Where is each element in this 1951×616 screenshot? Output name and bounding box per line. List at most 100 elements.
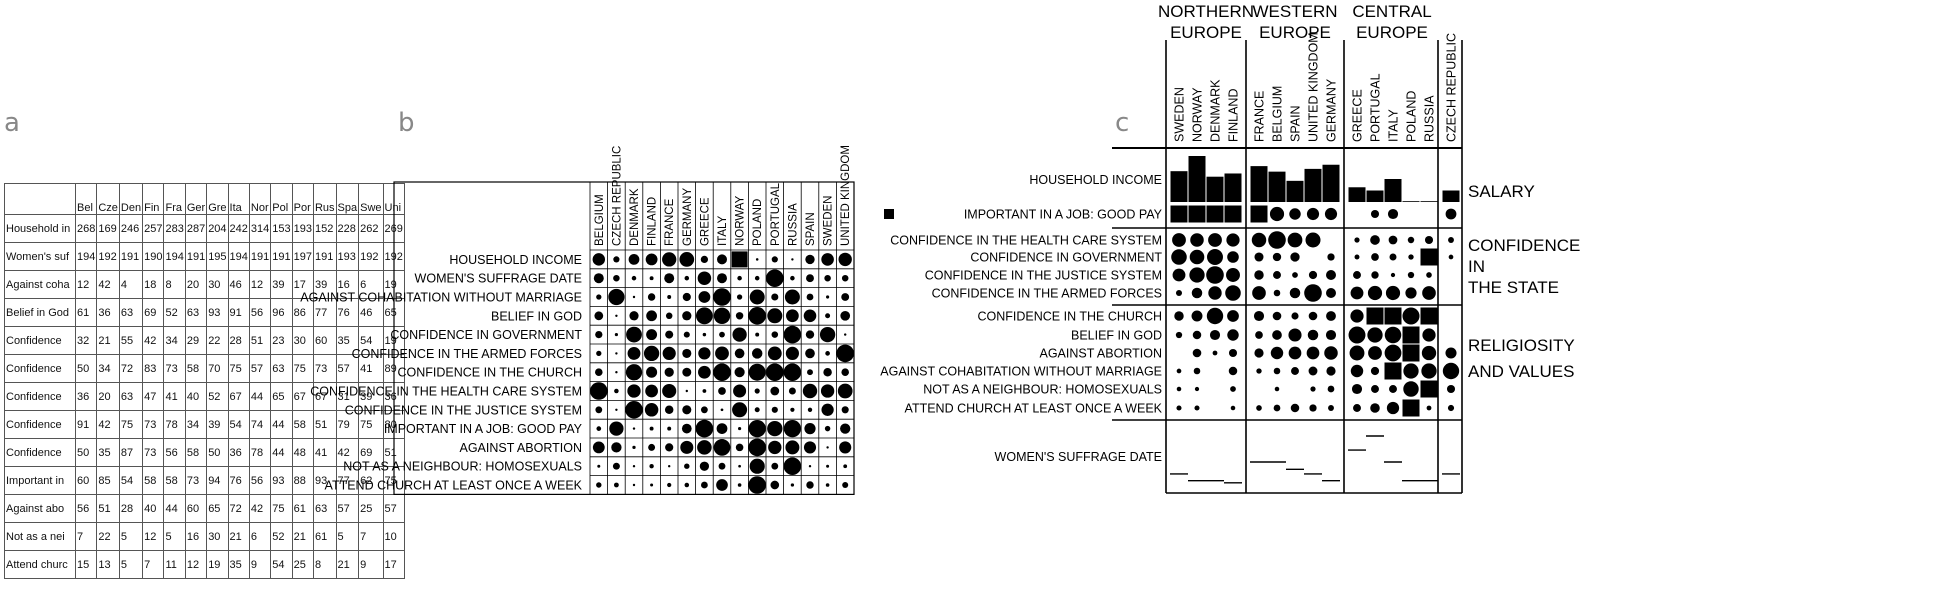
data-dot (841, 368, 849, 376)
table-cell: 83 (142, 354, 165, 383)
table-cell: 50 (74, 354, 98, 383)
data-dot (682, 367, 692, 377)
data-dot (680, 440, 694, 454)
data-bar (1366, 190, 1384, 202)
table-cell: 191 (118, 242, 144, 271)
table-cell: 268 (74, 214, 98, 243)
data-dot (1403, 363, 1419, 379)
section-label: AND VALUES (1468, 362, 1574, 381)
column-label: SPAIN (805, 212, 817, 246)
data-dot (1403, 381, 1419, 397)
group-label: EUROPE (1259, 23, 1331, 42)
table-row: Attend churc 15 13 5 7 11 12 19 35 9 54 25 8 21 9 17 (4, 550, 405, 579)
table-cell: 25 (291, 550, 314, 579)
data-dot (667, 295, 672, 299)
data-dot (790, 275, 795, 281)
column-label: DENMARK (629, 188, 641, 246)
table-cell: 58 (142, 466, 165, 495)
data-dot (1254, 252, 1264, 262)
data-dot (805, 254, 815, 265)
data-dot (1194, 386, 1200, 392)
data-dot (1326, 366, 1336, 376)
data-square (1402, 326, 1420, 344)
table-cell: 60 (184, 494, 208, 523)
column-label: FINLAND (647, 197, 659, 246)
table-cell: 32 (74, 326, 98, 355)
table-cell: 39 (206, 410, 229, 439)
data-square (731, 251, 748, 268)
column-label: BELGIUM (594, 194, 606, 246)
data-dot (1448, 237, 1454, 243)
column-label: ITALY (717, 215, 729, 246)
row-label: AGAINST ABORTION (1040, 347, 1163, 361)
table-cell: 73 (163, 354, 186, 383)
table-cell: 69 (142, 298, 165, 327)
table-cell: 40 (184, 382, 208, 411)
data-dot (632, 445, 636, 450)
data-dot (823, 367, 832, 377)
data-dot (748, 307, 766, 325)
data-dot (738, 427, 742, 431)
table-cell: 57 (335, 494, 360, 523)
table-cell: 194 (163, 242, 186, 271)
column-label: CZECH REPUBLIC (611, 146, 623, 246)
data-dot (826, 464, 830, 468)
data-dot (698, 347, 711, 360)
row-label: AGAINST COHABITATION WITHOUT MARRIAGE (880, 365, 1162, 379)
data-dot (594, 311, 604, 321)
table-cell: 58 (184, 438, 208, 467)
country-label: FRANCE (1253, 91, 1267, 142)
row-label: CONFIDENCE IN THE ARMED FORCES (352, 347, 582, 361)
table-cell: 56 (163, 438, 186, 467)
data-dot (697, 271, 712, 285)
data-dot (625, 401, 643, 419)
table-cell: 41 (312, 438, 337, 467)
table-cell: 54 (118, 466, 144, 495)
data-dot (1308, 311, 1318, 321)
data-dot (1349, 345, 1365, 361)
column-header: Ita (227, 183, 250, 215)
data-dot (754, 407, 760, 413)
table-cell: 21 (227, 522, 250, 551)
table-row: Household in 268 169 246 257 283 287 204 242 314 1… (4, 214, 405, 243)
data-dot (1206, 307, 1224, 325)
data-dot (1193, 367, 1201, 375)
data-dot (1254, 348, 1264, 358)
table-cell: 6 (358, 270, 384, 299)
data-dot (1367, 327, 1383, 343)
table-cell: 36 (74, 382, 98, 411)
country-label: GERMANY (1325, 78, 1339, 142)
data-dot (665, 330, 674, 339)
table-cell: 63 (118, 382, 144, 411)
table-cell: 13 (96, 550, 120, 579)
data-dot (615, 408, 618, 411)
data-dot (1290, 252, 1300, 262)
table-cell: 17 (382, 550, 405, 579)
data-dot (1209, 329, 1221, 341)
data-dot (1174, 311, 1184, 321)
row-label: BELIEF IN GOD (1071, 329, 1162, 343)
column-header: Fin (142, 183, 165, 215)
table-cell: 5 (118, 550, 144, 579)
data-dot (1385, 285, 1401, 301)
table-cell: 7 (142, 550, 165, 579)
table-cell: 34 (96, 354, 120, 383)
data-bar (1206, 176, 1224, 202)
table-row: Confidence 32 21 55 42 34 29 22 28 51 23 30 60 35 54 19 (4, 326, 405, 355)
table-cell: 91 (227, 298, 250, 327)
table-cell: 195 (206, 242, 229, 271)
table-header-row: Bel Cze Den Fin Fra Ger Gre Ita Nor Pol Por Rus Spa S… (4, 183, 405, 215)
data-dot (1208, 233, 1222, 247)
data-dot (632, 465, 636, 468)
data-dot (1421, 345, 1437, 361)
data-dot (748, 438, 766, 457)
data-dot (662, 383, 677, 399)
table-cell: 30 (291, 326, 314, 355)
column-label: POLAND (752, 199, 764, 246)
data-dot (668, 465, 671, 468)
table-cell: 63 (118, 298, 144, 327)
data-bar (1402, 201, 1420, 202)
data-dot (783, 457, 802, 476)
country-label: DENMARK (1209, 79, 1223, 142)
table-cell: 46 (358, 298, 384, 327)
